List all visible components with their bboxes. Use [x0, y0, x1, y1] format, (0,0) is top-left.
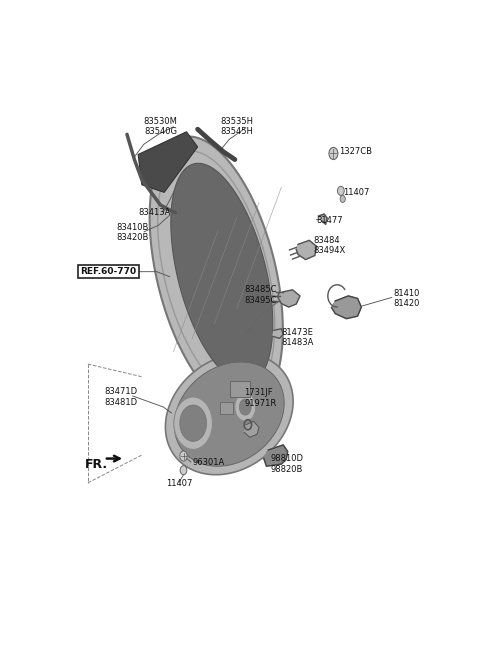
Circle shape — [329, 148, 338, 159]
Polygon shape — [166, 354, 293, 475]
Polygon shape — [150, 136, 283, 410]
Circle shape — [235, 393, 256, 421]
Text: 83484
83494X: 83484 83494X — [313, 236, 345, 255]
Polygon shape — [264, 445, 288, 466]
Polygon shape — [138, 132, 198, 192]
FancyBboxPatch shape — [220, 402, 233, 414]
Text: 1731JF
91971R: 1731JF 91971R — [244, 388, 277, 407]
Polygon shape — [244, 421, 259, 438]
Polygon shape — [273, 329, 283, 338]
Text: 81410
81420: 81410 81420 — [393, 289, 420, 308]
Polygon shape — [174, 362, 284, 466]
Circle shape — [240, 399, 251, 415]
Text: 1327CB: 1327CB — [339, 148, 372, 157]
Polygon shape — [296, 240, 317, 260]
Text: 83410B
83420B: 83410B 83420B — [116, 223, 149, 243]
Text: 11407: 11407 — [166, 480, 192, 488]
FancyBboxPatch shape — [229, 380, 250, 397]
Text: 96301A: 96301A — [192, 458, 224, 467]
Text: 83471D
83481D: 83471D 83481D — [104, 387, 137, 407]
Text: 83485C
83495C: 83485C 83495C — [244, 285, 276, 304]
Polygon shape — [277, 290, 300, 307]
Text: 83535H
83545H: 83535H 83545H — [220, 117, 253, 136]
Text: FR.: FR. — [85, 458, 108, 470]
Circle shape — [340, 195, 345, 203]
Circle shape — [180, 451, 187, 461]
Circle shape — [174, 397, 213, 449]
Circle shape — [337, 186, 344, 195]
Text: 81473E
81483A: 81473E 81483A — [281, 327, 314, 347]
Text: 83413A: 83413A — [139, 208, 171, 217]
Circle shape — [180, 466, 187, 475]
Text: 98810D
98820B: 98810D 98820B — [270, 455, 303, 474]
Polygon shape — [332, 296, 361, 319]
Circle shape — [180, 405, 206, 441]
Polygon shape — [319, 214, 327, 224]
Text: 81477: 81477 — [317, 216, 343, 224]
Polygon shape — [171, 163, 273, 383]
Text: 11407: 11407 — [343, 188, 369, 197]
Text: REF.60-770: REF.60-770 — [81, 267, 137, 276]
Text: 83530M
83540G: 83530M 83540G — [144, 117, 178, 136]
